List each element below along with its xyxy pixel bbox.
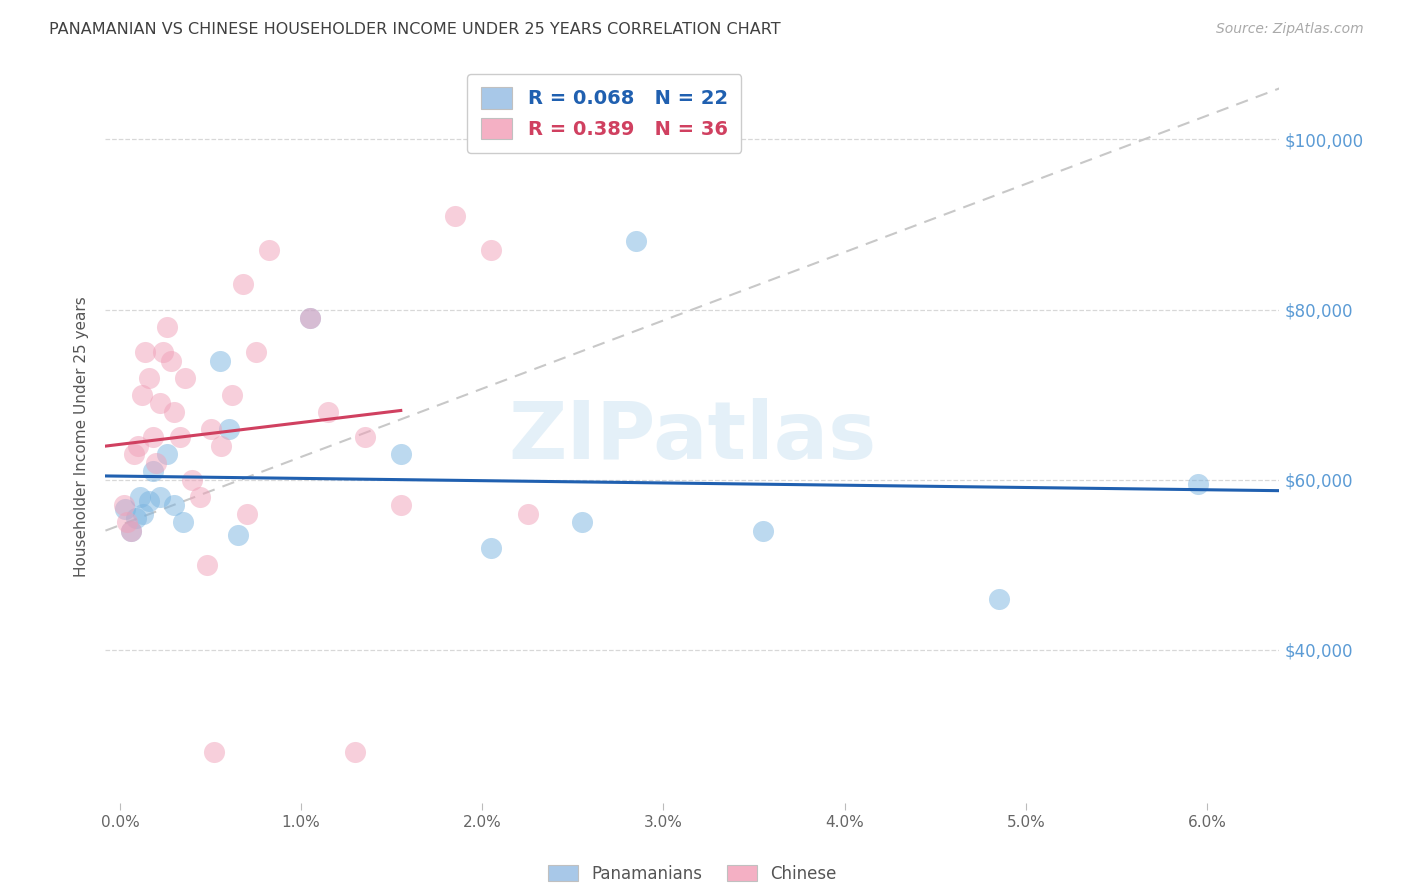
Legend: Panamanians, Chinese: Panamanians, Chinese <box>541 858 844 889</box>
Point <box>257 243 280 257</box>
Point <box>172 515 194 529</box>
Point <box>163 404 186 418</box>
Point <box>299 311 322 326</box>
Point <box>195 558 218 572</box>
Point <box>163 498 186 512</box>
Point <box>174 370 197 384</box>
Point <box>202 745 225 759</box>
Point <box>221 387 243 401</box>
Point <box>479 243 502 257</box>
Text: Source: ZipAtlas.com: Source: ZipAtlas.com <box>1216 22 1364 37</box>
Point <box>571 515 593 529</box>
Point <box>142 430 165 444</box>
Point <box>138 494 160 508</box>
Point <box>188 490 211 504</box>
Point <box>626 235 648 249</box>
Point <box>128 490 150 504</box>
Point <box>169 430 191 444</box>
Point <box>226 528 249 542</box>
Text: PANAMANIAN VS CHINESE HOUSEHOLDER INCOME UNDER 25 YEARS CORRELATION CHART: PANAMANIAN VS CHINESE HOUSEHOLDER INCOME… <box>49 22 780 37</box>
Y-axis label: Householder Income Under 25 years: Householder Income Under 25 years <box>75 297 90 577</box>
Point <box>389 498 412 512</box>
Point <box>218 421 240 435</box>
Point <box>138 370 160 384</box>
Point <box>209 439 232 453</box>
Point <box>125 511 148 525</box>
Point <box>987 591 1010 606</box>
Text: ZIPatlas: ZIPatlas <box>509 398 876 476</box>
Point <box>127 439 149 453</box>
Point <box>200 421 222 435</box>
Point <box>156 319 179 334</box>
Point <box>479 541 502 555</box>
Point <box>114 502 136 516</box>
Point <box>152 345 174 359</box>
Point <box>156 447 179 461</box>
Point <box>181 473 204 487</box>
Point <box>236 507 259 521</box>
Point <box>316 404 339 418</box>
Point <box>159 353 181 368</box>
Point <box>120 524 142 538</box>
Point <box>208 353 231 368</box>
Point <box>232 277 254 291</box>
Point <box>444 209 467 223</box>
Point <box>145 456 167 470</box>
Point <box>112 498 135 512</box>
Point <box>1187 476 1209 491</box>
Point <box>149 490 172 504</box>
Point <box>132 507 155 521</box>
Point <box>131 387 153 401</box>
Point <box>124 447 146 461</box>
Point <box>134 345 156 359</box>
Point <box>149 396 172 410</box>
Point <box>344 745 367 759</box>
Point <box>142 464 165 478</box>
Point <box>299 311 322 326</box>
Point <box>516 507 538 521</box>
Point <box>120 524 142 538</box>
Point <box>245 345 267 359</box>
Point <box>752 524 775 538</box>
Point <box>115 515 138 529</box>
Point <box>353 430 375 444</box>
Point <box>389 447 412 461</box>
